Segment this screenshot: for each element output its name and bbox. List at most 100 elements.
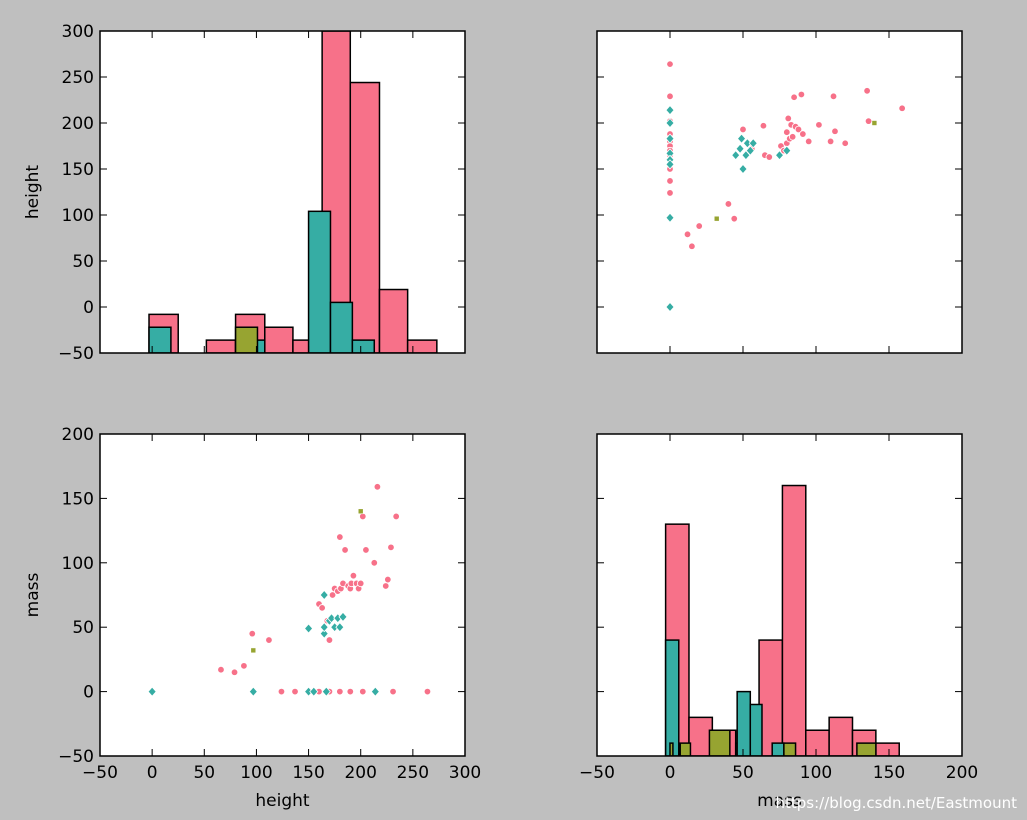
scatter-point — [319, 622, 329, 633]
scatter-point — [864, 117, 873, 125]
histogram-bar — [679, 742, 692, 756]
axes-frame — [596, 30, 963, 354]
x-tick-label: 0 — [665, 763, 676, 783]
scatter-point — [841, 139, 849, 147]
scatter-point — [250, 647, 257, 654]
scatter-point — [794, 125, 803, 134]
scatter-point — [318, 604, 326, 612]
scatter-point — [739, 125, 747, 134]
scatter-point — [871, 120, 878, 126]
scatter-point — [898, 104, 906, 112]
scatter-point — [784, 114, 792, 123]
scatter-point — [735, 143, 745, 154]
scatter-point — [370, 559, 378, 567]
y-tick-label: −50 — [58, 344, 94, 364]
plot-background — [597, 31, 962, 353]
y-tick-label: 200 — [62, 425, 94, 445]
scatter-point — [359, 687, 367, 696]
histogram-bar — [264, 326, 294, 353]
scatter-point — [373, 483, 382, 491]
scatter-point — [688, 242, 696, 250]
scatter-point — [788, 133, 797, 141]
scatter-point — [291, 687, 299, 696]
y-tick-label: 50 — [72, 618, 94, 638]
scatter-point — [382, 582, 390, 590]
scatter-point — [384, 575, 392, 584]
scatter-point — [730, 214, 738, 223]
y-axis-label: height — [23, 165, 43, 220]
x-tick-label: 250 — [397, 763, 429, 783]
scatter-point — [731, 150, 741, 161]
axes-frame — [99, 433, 466, 757]
scatter-point — [423, 687, 432, 696]
scatter-point — [328, 591, 337, 599]
plot-area — [665, 60, 906, 313]
y-tick-label: −50 — [58, 747, 94, 767]
scatter-point — [748, 138, 758, 149]
scatter-point — [665, 159, 675, 170]
histogram-bar — [805, 729, 830, 756]
x-tick-label: 0 — [147, 763, 158, 783]
histogram-bar — [781, 484, 807, 756]
scatter-point — [724, 200, 733, 208]
y-axis-label: mass — [23, 573, 43, 618]
scatter-point — [666, 189, 674, 197]
scatter-point — [321, 686, 331, 697]
histogram-bar — [351, 339, 376, 353]
x-tick-label: 50 — [732, 763, 754, 783]
scatter-point — [359, 512, 367, 521]
scatter-point — [831, 127, 839, 135]
x-tick-label: 300 — [449, 763, 481, 783]
scatter-point — [665, 105, 675, 116]
panel-bottom-left: −50 0 50 100 150 200 −50 0 50 100 150 200 250 300 heig… — [23, 425, 481, 811]
plot-area — [148, 31, 438, 353]
x-axis-label: mass — [757, 791, 802, 811]
scatter-point — [277, 687, 286, 696]
scatter-point — [665, 301, 675, 313]
histogram-bar — [856, 742, 877, 756]
scatter-point — [737, 133, 747, 144]
scatter-point — [362, 546, 370, 554]
scatter-point — [341, 546, 349, 554]
scatter-point — [666, 177, 674, 185]
scatter-point — [370, 686, 380, 697]
x-tick-label: 200 — [344, 763, 376, 783]
histogram-bar — [349, 81, 381, 353]
scatter-point — [389, 687, 397, 696]
histogram-bar — [664, 639, 680, 756]
scatter-point — [790, 93, 798, 101]
scatter-point — [336, 533, 344, 541]
scatter-point — [230, 668, 239, 676]
scatter-point — [338, 611, 348, 622]
scatter-point — [683, 230, 692, 239]
scatter-point — [147, 686, 157, 697]
panel-top-right — [596, 30, 963, 354]
scatter-point — [349, 571, 358, 580]
plot-area — [147, 483, 432, 697]
scatter-point — [335, 622, 345, 633]
scatter-point — [863, 87, 871, 95]
x-tick-label: 150 — [292, 763, 324, 783]
histogram-bar — [329, 301, 354, 353]
scatter-point — [357, 579, 365, 588]
scatter-point — [319, 589, 329, 601]
histogram-bar — [736, 690, 752, 756]
scatter-point — [797, 90, 806, 99]
panel-top-left: −50 0 50 100 150 200 250 300 height — [23, 22, 466, 364]
scatter-point — [666, 92, 674, 101]
watermark-text: https://blog.csdn.net/Eastmount — [775, 794, 1017, 812]
scatter-point — [805, 137, 813, 146]
y-tick-label: 200 — [62, 114, 94, 134]
scatter-point — [759, 122, 768, 130]
scatter-point — [248, 686, 258, 697]
scatter-point — [774, 150, 785, 161]
histogram-bar — [205, 339, 237, 353]
scatter-point — [265, 636, 273, 644]
scatter-point — [783, 128, 791, 136]
histogram-bar — [783, 742, 797, 756]
plot-background — [100, 31, 465, 353]
y-tick-label: 250 — [62, 68, 94, 88]
histogram-bar — [771, 742, 785, 756]
scatter-point — [799, 130, 807, 138]
scatter-point — [738, 163, 748, 175]
